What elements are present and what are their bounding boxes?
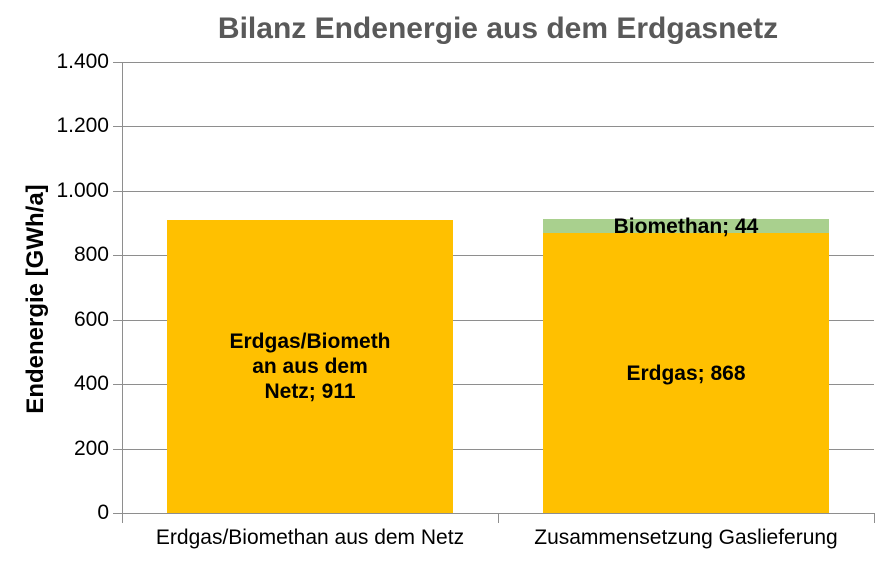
y-axis-tick [113, 126, 122, 127]
gridline [122, 62, 874, 63]
y-tick-label: 800 [73, 243, 109, 266]
gridline [122, 255, 874, 256]
x-category-label: Zusammensetzung Gaslieferung [534, 526, 838, 549]
gridline [122, 126, 874, 127]
y-tick-label: 1.200 [56, 114, 109, 137]
y-tick-label: 200 [73, 437, 109, 460]
data-label: Erdgas/Biometh an aus dem Netz; 911 [229, 330, 391, 403]
y-axis-tick [113, 449, 122, 450]
bar-segment-erdgas [543, 233, 829, 513]
y-axis-line [122, 62, 123, 513]
bar-segment-biomethan [543, 219, 829, 233]
gridline [122, 384, 874, 385]
y-axis-tick [113, 255, 122, 256]
gridline [122, 191, 874, 192]
x-axis-line [122, 513, 875, 514]
y-tick-label: 400 [73, 372, 109, 395]
y-tick-label: 1.000 [56, 179, 109, 202]
y-axis-tick [113, 191, 122, 192]
y-axis-tick [113, 62, 122, 63]
x-axis-tick [122, 514, 123, 523]
x-category-label: Erdgas/Biomethan aus dem Netz [155, 526, 465, 549]
x-axis-tick [874, 514, 875, 523]
gridline [122, 449, 874, 450]
y-tick-label: 600 [73, 308, 109, 331]
y-tick-label: 1.400 [56, 50, 109, 73]
data-label: Erdgas; 868 [626, 362, 746, 385]
data-label: Biomethan; 44 [613, 215, 759, 238]
y-axis-tick [113, 513, 122, 514]
y-axis-tick [113, 320, 122, 321]
x-axis-tick [498, 514, 499, 523]
gridline [122, 320, 874, 321]
y-tick-label: 0 [97, 501, 109, 524]
y-axis-tick [113, 384, 122, 385]
chart-title: Bilanz Endenergie aus dem Erdgasnetz [217, 12, 779, 45]
bar-segment-erdgas-biomethan-aus-dem-netz [167, 220, 453, 513]
